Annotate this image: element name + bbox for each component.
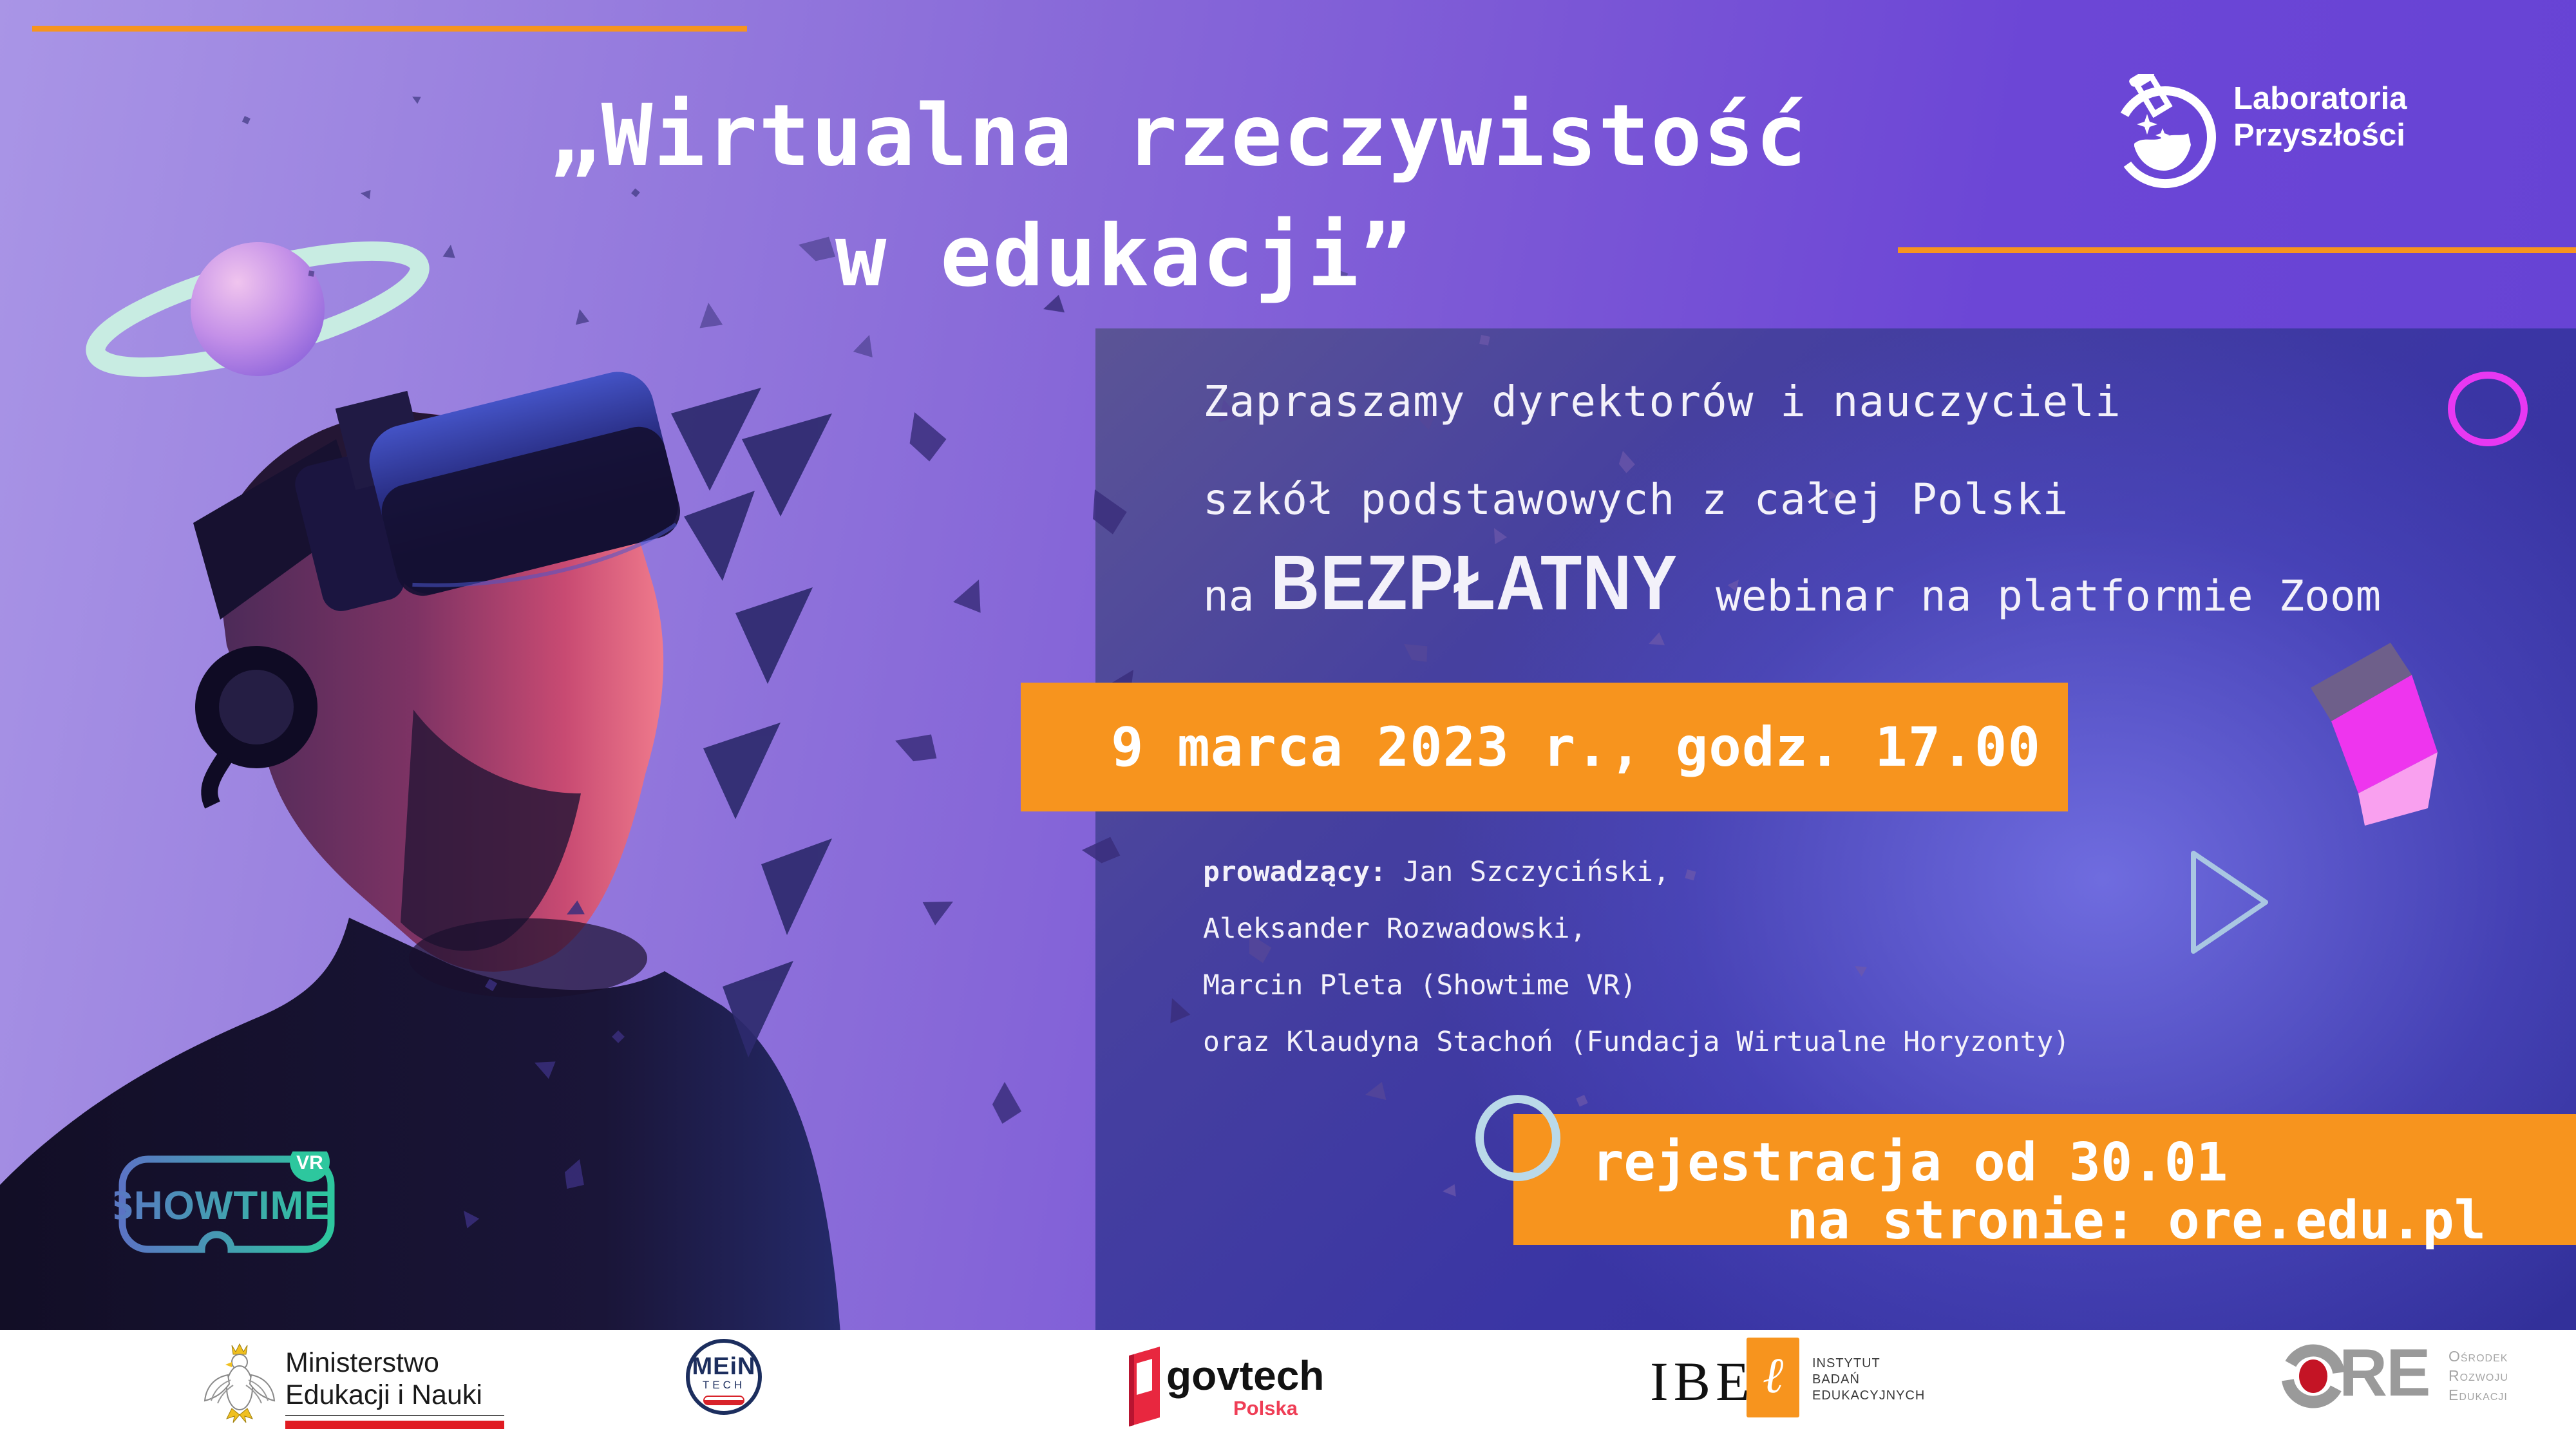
presenter-line4: oraz Klaudyna Stachoń (Fundacja Wirtualn… [1203, 1026, 2070, 1058]
planet-icon [86, 241, 430, 377]
presenter-line3: Marcin Pleta (Showtime VR) [1203, 969, 1637, 1001]
ore-ring-icon [2281, 1344, 2345, 1408]
govtech-icon [1129, 1347, 1160, 1426]
date-banner: 9 marca 2023 r., godz. 17.00 [1021, 683, 2068, 811]
mein-red-rule [285, 1421, 504, 1429]
registration-banner: rejestracja od 30.01 na stronie: ore.edu… [1513, 1114, 2576, 1251]
invite-highlight-bezplatny: BEZPŁATNY [1271, 538, 1678, 626]
ore-line1: Ośrodek [2448, 1348, 2508, 1365]
goggles-outline-icon [118, 1155, 335, 1253]
neck-shadow [409, 918, 647, 998]
large-shards [671, 388, 832, 1057]
mein-line2: Edukacji i Nauki [285, 1379, 482, 1410]
hair [214, 412, 459, 607]
presenter-line1: prowadzący: Jan Szczyciński, [1203, 844, 2070, 900]
page-title: „Wirtualna rzeczywistość w edukacji” [399, 76, 1958, 317]
mein-tech-flag-icon [703, 1396, 744, 1405]
registration-line2: na stronie: ore.edu.pl [1786, 1190, 2486, 1251]
blue-circle-decoration [1475, 1095, 1560, 1181]
vr-man-illustration [0, 372, 840, 1330]
showtime-vr-logo: SHOWTIME VR [115, 1151, 335, 1253]
headphone-inner [219, 670, 294, 744]
presenters-list: prowadzący: Jan Szczyciński, Aleksander … [1203, 844, 2070, 1070]
ibe-line1: INSTYTUT [1812, 1356, 1880, 1370]
ibe-line3: EDUKACYJNYCH [1812, 1388, 1926, 1403]
govtech-sub: Polska [1233, 1397, 1298, 1419]
play-triangle-decoration [2191, 851, 2268, 954]
brand-line1: Laboratoria [2233, 81, 2407, 116]
ore-full-name: Ośrodek Rozwoju Edukacji [2448, 1347, 2508, 1405]
showtime-label: SHOWTIME [115, 1184, 331, 1228]
invite-line3: na BEZPŁATNY webinar na platformie Zoom [1203, 539, 2382, 627]
presenter-line2: Aleksander Rozwadowski, [1203, 913, 1587, 945]
mic-arm [201, 752, 232, 809]
title-line2: w edukacji” [835, 207, 1413, 306]
vr-man-photo [0, 0, 1095, 1330]
presenters-label: prowadzący: [1203, 856, 1387, 888]
ore-abbr: RE [2339, 1336, 2430, 1410]
vr-headset [295, 372, 681, 611]
invite-line2: szkół podstawowych z całej Polski [1203, 475, 2069, 524]
brand-line2: Przyszłości [2233, 118, 2405, 153]
mein-line1: Ministerstwo [285, 1347, 439, 1378]
ibe-full-name: INSTYTUT BADAŃ EDUKACYJNYCH [1812, 1356, 1925, 1404]
ibe-line2: BADAŃ [1812, 1372, 1860, 1387]
mein-tech-badge: MEiN TECH [686, 1339, 762, 1415]
mein-tech-line2: TECH [702, 1379, 746, 1391]
vr-badge-label: VR [296, 1152, 323, 1173]
brand-name: Laboratoria Przyszłości [2233, 80, 2407, 154]
vr-badge-icon [290, 1151, 330, 1182]
invite-line3-prefix: na [1203, 571, 1255, 621]
ibe-abbr: IBE [1650, 1350, 1755, 1412]
govtech-logo: govtech Polska [1124, 1341, 1324, 1428]
invite-line1: Zapraszamy dyrektorów i nauczycieli [1203, 377, 2121, 426]
ore-line2: Rozwoju [2448, 1367, 2508, 1384]
laboratoria-flask-icon [2114, 74, 2216, 188]
event-datetime: 9 marca 2023 r., godz. 17.00 [1111, 715, 2041, 779]
pink-cube-decoration [2311, 643, 2438, 826]
govtech-name: govtech [1166, 1352, 1325, 1399]
mein-gray-rule [285, 1415, 504, 1416]
beard-shadow [401, 710, 581, 951]
accent-line-right [1898, 247, 2576, 253]
magenta-circle-decoration [2448, 372, 2528, 446]
accent-line-top-left [32, 26, 747, 32]
ore-line3: Edukacji [2448, 1387, 2508, 1403]
registration-line1: rejestracja od 30.01 [1592, 1132, 2228, 1193]
presenter-1: Jan Szczyciński, [1386, 856, 1670, 888]
footer-logo-bar: Ministerstwo Edukacji i Nauki MEiN TECH … [0, 1330, 2576, 1449]
mein-tech-line1: MEiN [692, 1353, 756, 1380]
mein-eagle-icon [204, 1343, 276, 1423]
title-line1: „Wirtualna rzeczywistość [549, 86, 1808, 185]
invite-line3-suffix: webinar na platformie Zoom [1716, 571, 2382, 621]
ibe-block-icon: ℓ [1747, 1338, 1799, 1417]
sweater-silhouette [0, 918, 840, 1330]
mein-ministry-name: Ministerstwo Edukacji i Nauki [285, 1347, 482, 1411]
